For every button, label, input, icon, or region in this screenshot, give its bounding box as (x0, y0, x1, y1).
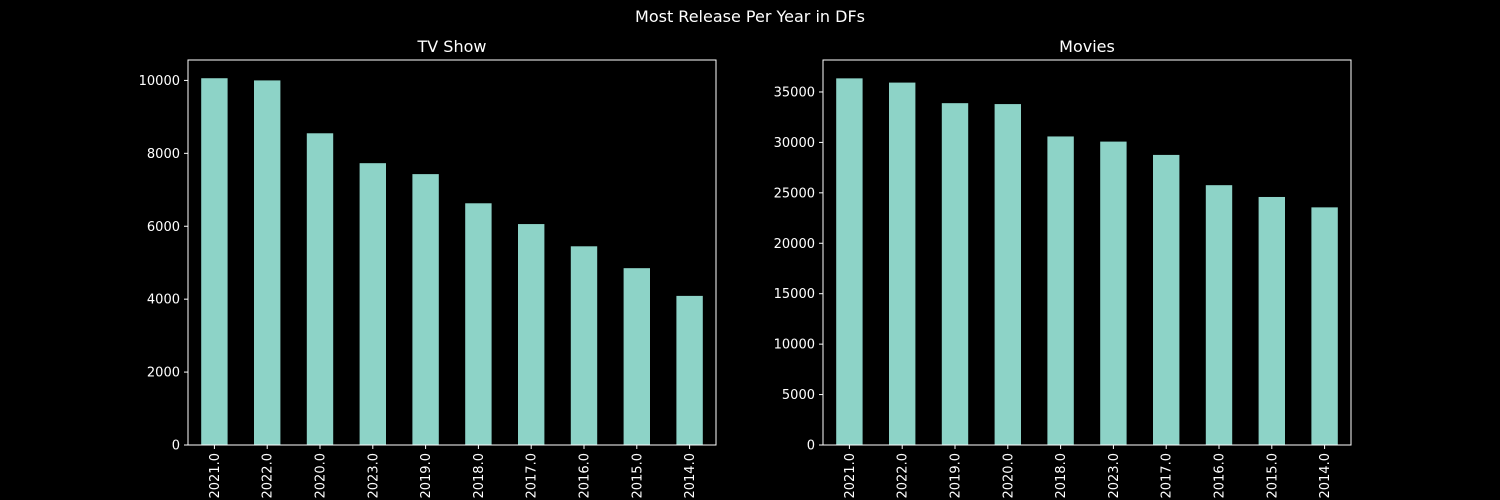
y-tick-label: 30000 (774, 136, 815, 151)
y-tick-label: 0 (172, 439, 180, 454)
axes-frame (187, 59, 717, 446)
bar-2015.0 (1258, 196, 1285, 445)
bar-2022.0 (889, 82, 916, 445)
bar-2016.0 (570, 246, 598, 445)
subplot-1: 0 2000 4000 6000 8000 10000 2021.0 2022.0 2020.0… (139, 37, 717, 499)
bar-2023.0 (1100, 141, 1127, 445)
bar-2017.0 (518, 224, 545, 445)
y-tick-label: 6000 (147, 220, 180, 235)
x-tick-label: 2015.0 (630, 453, 645, 499)
y-tick-label: 8000 (147, 147, 180, 162)
x-tick-label: 2018.0 (1054, 453, 1069, 499)
x-tick-label: 2021.0 (208, 453, 223, 499)
x-tick-label: 2021.0 (843, 453, 858, 499)
y-tick-label: 35000 (774, 85, 815, 100)
bar-2020.0 (994, 104, 1021, 445)
bar-2014.0 (1311, 207, 1338, 445)
x-tick-label: 2015.0 (1265, 453, 1280, 499)
x-tick-label: 2017.0 (1160, 453, 1175, 499)
bar-2020.0 (306, 133, 334, 445)
x-tick-label: 2017.0 (525, 453, 540, 499)
x-tick-label: 2016.0 (578, 453, 593, 499)
y-tick-label: 10000 (774, 338, 815, 353)
x-tick-label: 2020.0 (1001, 453, 1016, 499)
bar-2019.0 (412, 174, 439, 446)
bar-2021.0 (836, 78, 863, 445)
bar-2017.0 (1153, 154, 1180, 445)
bar-2022.0 (254, 80, 281, 446)
figure-title: Most Release Per Year in DFs (635, 7, 865, 26)
bar-2018.0 (1047, 136, 1074, 446)
x-tick-label: 2019.0 (419, 453, 434, 499)
x-tick-label: 2023.0 (366, 453, 381, 499)
bar-2015.0 (623, 268, 650, 445)
subplot-2: 0 5000 10000 15000 20000 25000 30000 35000 2021.… (774, 37, 1352, 499)
y-tick-label: 2000 (147, 366, 180, 381)
x-tick-label: 2014.0 (1318, 453, 1333, 499)
bar-2018.0 (465, 203, 492, 445)
x-tick-label: 2022.0 (896, 453, 911, 499)
axes-frame (822, 59, 1352, 446)
bar-2023.0 (359, 163, 386, 446)
y-tick-label: 0 (807, 439, 815, 454)
bar-2019.0 (941, 103, 969, 445)
y-tick-label: 20000 (774, 237, 815, 252)
x-tick-label: 2022.0 (261, 453, 276, 499)
x-tick-label: 2019.0 (949, 453, 964, 499)
x-tick-label: 2018.0 (472, 453, 487, 499)
y-tick-label: 5000 (782, 388, 815, 403)
y-tick-label: 25000 (774, 186, 815, 201)
x-tick-label: 2023.0 (1107, 453, 1122, 499)
x-tick-label: 2014.0 (683, 453, 698, 499)
y-tick-label: 15000 (774, 287, 815, 302)
bar-2016.0 (1205, 185, 1233, 445)
subplot-title: Movies (1059, 37, 1115, 56)
bar-2021.0 (201, 78, 228, 446)
y-tick-label: 10000 (139, 74, 180, 89)
y-tick-label: 4000 (147, 293, 180, 308)
x-tick-label: 2020.0 (314, 453, 329, 499)
subplot-title: TV Show (417, 37, 487, 56)
x-tick-label: 2016.0 (1213, 453, 1228, 499)
bar-2014.0 (676, 295, 703, 445)
